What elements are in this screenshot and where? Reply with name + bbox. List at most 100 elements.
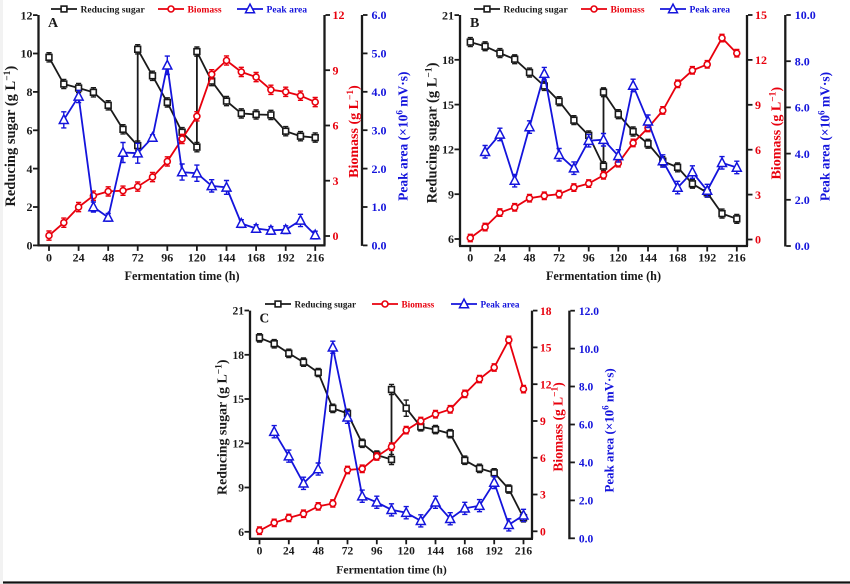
svg-text:6: 6 xyxy=(755,143,761,157)
svg-text:0: 0 xyxy=(333,229,339,243)
svg-text:144: 144 xyxy=(218,250,236,264)
svg-text:168: 168 xyxy=(669,250,687,264)
svg-text:0.0: 0.0 xyxy=(579,534,594,546)
svg-text:21: 21 xyxy=(442,8,454,22)
svg-text:216: 216 xyxy=(728,250,746,264)
svg-text:0: 0 xyxy=(540,527,546,539)
svg-text:4.0: 4.0 xyxy=(372,85,387,99)
svg-text:1.0: 1.0 xyxy=(372,200,387,214)
svg-text:216: 216 xyxy=(515,545,533,557)
svg-text:48: 48 xyxy=(312,545,324,557)
svg-text:72: 72 xyxy=(132,250,144,264)
svg-text:12: 12 xyxy=(333,8,345,22)
svg-text:Fermentation time (h): Fermentation time (h) xyxy=(336,563,447,576)
svg-text:Peak area (×106 mV·s): Peak area (×106 mV·s) xyxy=(395,72,411,201)
svg-text:10.0: 10.0 xyxy=(579,344,599,356)
svg-text:0: 0 xyxy=(27,239,33,253)
svg-text:192: 192 xyxy=(277,250,295,264)
svg-text:Biomass: Biomass xyxy=(188,5,222,16)
svg-text:Fermentation time (h): Fermentation time (h) xyxy=(546,269,661,283)
svg-text:6.0: 6.0 xyxy=(795,101,810,115)
svg-text:C: C xyxy=(260,311,270,326)
svg-text:0.0: 0.0 xyxy=(795,239,810,253)
svg-text:10.0: 10.0 xyxy=(795,8,816,22)
svg-text:0: 0 xyxy=(467,250,473,264)
svg-text:0: 0 xyxy=(755,233,761,247)
svg-text:8.0: 8.0 xyxy=(795,54,810,68)
svg-text:2.0: 2.0 xyxy=(579,496,594,508)
svg-text:120: 120 xyxy=(398,545,416,557)
svg-text:Biomass: Biomass xyxy=(402,300,435,310)
svg-text:8: 8 xyxy=(27,85,33,99)
svg-text:216: 216 xyxy=(306,250,324,264)
svg-text:0: 0 xyxy=(257,545,263,557)
svg-text:12: 12 xyxy=(442,143,454,157)
svg-text:Reducing sugar: Reducing sugar xyxy=(81,5,146,16)
svg-text:0.0: 0.0 xyxy=(372,239,387,253)
svg-text:Peak area: Peak area xyxy=(481,300,520,310)
svg-text:Biomass (g L−1): Biomass (g L−1) xyxy=(769,87,785,180)
svg-text:72: 72 xyxy=(342,545,354,557)
svg-text:3: 3 xyxy=(540,490,546,502)
svg-text:Reducing sugar (g L−1): Reducing sugar (g L−1) xyxy=(3,66,19,207)
svg-text:8.0: 8.0 xyxy=(579,382,594,394)
svg-text:Fermentation time (h): Fermentation time (h) xyxy=(125,269,240,283)
svg-text:12.0: 12.0 xyxy=(579,306,599,318)
svg-text:Reducing sugar: Reducing sugar xyxy=(504,5,569,16)
svg-text:9: 9 xyxy=(755,98,761,112)
svg-text:6: 6 xyxy=(27,124,33,138)
svg-text:6: 6 xyxy=(448,232,454,246)
svg-text:3: 3 xyxy=(333,174,339,188)
svg-text:12: 12 xyxy=(21,8,33,22)
svg-text:Reducing sugar: Reducing sugar xyxy=(295,300,357,310)
svg-text:12: 12 xyxy=(232,439,244,451)
svg-text:6.0: 6.0 xyxy=(372,8,387,22)
svg-text:168: 168 xyxy=(456,545,474,557)
svg-text:21: 21 xyxy=(232,306,244,318)
svg-text:6: 6 xyxy=(238,527,244,539)
svg-text:144: 144 xyxy=(427,545,445,557)
svg-text:Peak area (×106 mV·s): Peak area (×106 mV·s) xyxy=(817,72,833,201)
svg-text:144: 144 xyxy=(639,250,657,264)
svg-text:9: 9 xyxy=(448,187,454,201)
svg-text:Reducing sugar (g L−1): Reducing sugar (g L−1) xyxy=(425,62,441,203)
svg-text:9: 9 xyxy=(333,63,339,77)
svg-text:B: B xyxy=(470,16,479,31)
svg-text:9: 9 xyxy=(540,416,546,428)
svg-text:6: 6 xyxy=(540,453,546,465)
svg-text:2.0: 2.0 xyxy=(795,193,810,207)
svg-text:4.0: 4.0 xyxy=(795,147,810,161)
svg-text:Peak area: Peak area xyxy=(690,5,731,16)
svg-text:5.0: 5.0 xyxy=(372,47,387,61)
svg-text:Peak area: Peak area xyxy=(267,5,308,16)
svg-text:96: 96 xyxy=(161,250,173,264)
svg-text:9: 9 xyxy=(238,483,244,495)
svg-text:48: 48 xyxy=(102,250,114,264)
svg-text:2: 2 xyxy=(27,200,33,214)
svg-text:24: 24 xyxy=(494,250,506,264)
svg-text:120: 120 xyxy=(609,250,627,264)
svg-text:120: 120 xyxy=(188,250,206,264)
svg-text:10: 10 xyxy=(21,47,33,61)
svg-text:3: 3 xyxy=(755,188,761,202)
svg-text:12: 12 xyxy=(540,379,552,391)
svg-text:3.0: 3.0 xyxy=(372,123,387,137)
svg-text:15: 15 xyxy=(232,394,244,406)
svg-text:6.0: 6.0 xyxy=(579,420,594,432)
svg-text:4: 4 xyxy=(27,162,33,176)
svg-text:96: 96 xyxy=(583,250,595,264)
svg-text:12: 12 xyxy=(755,53,767,67)
svg-text:Peak area (×106 mV·s): Peak area (×106 mV·s) xyxy=(601,368,617,492)
svg-text:24: 24 xyxy=(283,545,295,557)
svg-text:18: 18 xyxy=(232,350,244,362)
svg-text:Reducing sugar (g L−1): Reducing sugar (g L−1) xyxy=(215,359,231,495)
svg-text:Biomass (g L−1): Biomass (g L−1) xyxy=(346,85,362,178)
svg-text:96: 96 xyxy=(371,545,383,557)
svg-text:168: 168 xyxy=(247,250,265,264)
svg-text:48: 48 xyxy=(524,250,536,264)
svg-text:24: 24 xyxy=(73,250,85,264)
svg-text:0: 0 xyxy=(46,250,52,264)
svg-text:192: 192 xyxy=(486,545,504,557)
svg-text:4.0: 4.0 xyxy=(579,458,594,470)
svg-text:18: 18 xyxy=(442,53,454,67)
